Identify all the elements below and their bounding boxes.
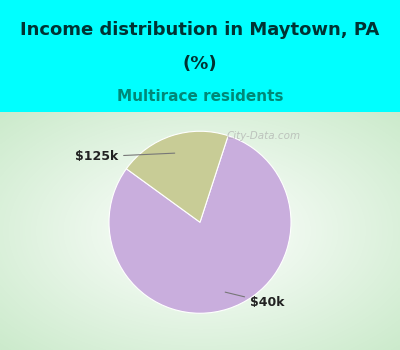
Text: (%): (%) <box>183 55 217 74</box>
Wedge shape <box>109 136 291 313</box>
Wedge shape <box>126 131 228 222</box>
Text: $40k: $40k <box>225 292 284 309</box>
Text: $125k: $125k <box>75 150 175 163</box>
Text: Income distribution in Maytown, PA: Income distribution in Maytown, PA <box>20 21 380 39</box>
Text: City-Data.com: City-Data.com <box>227 131 301 141</box>
Text: Multirace residents: Multirace residents <box>117 89 283 104</box>
